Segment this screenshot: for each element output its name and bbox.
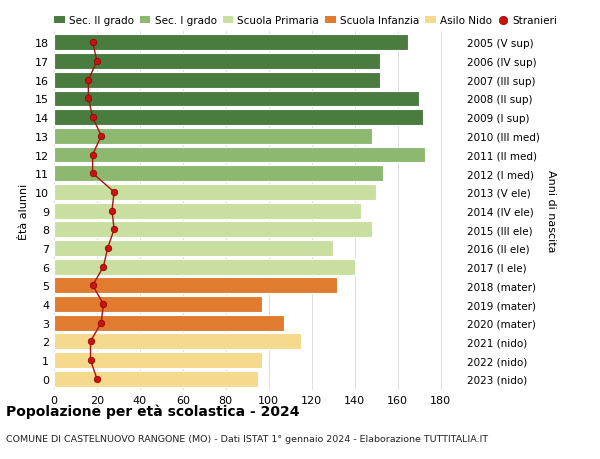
Bar (54, 166, 383, 182)
Point (97, 319, 106, 327)
Bar (54, 203, 361, 219)
Text: Popolazione per età scolastica - 2024: Popolazione per età scolastica - 2024 (6, 404, 299, 419)
Point (86, 338, 95, 345)
Bar (54, 315, 284, 331)
Point (92, 375, 102, 383)
Y-axis label: Anni di nascita: Anni di nascita (547, 170, 556, 252)
Point (97, 133, 106, 140)
Bar (54, 185, 376, 201)
Point (98, 301, 108, 308)
Bar (54, 91, 419, 107)
Bar (54, 241, 333, 257)
Text: COMUNE DI CASTELNUOVO RANGONE (MO) - Dati ISTAT 1° gennaio 2024 - Elaborazione T: COMUNE DI CASTELNUOVO RANGONE (MO) - Dat… (6, 434, 488, 443)
Bar (54, 110, 424, 126)
Point (83, 77, 93, 84)
Bar (54, 259, 355, 275)
Point (88, 39, 97, 47)
Bar (54, 334, 301, 350)
Point (86, 357, 95, 364)
Point (88, 282, 97, 289)
Bar (54, 222, 372, 238)
Point (98, 263, 108, 271)
Point (109, 226, 119, 234)
Legend: Sec. II grado, Sec. I grado, Scuola Primaria, Scuola Infanzia, Asilo Nido, Stran: Sec. II grado, Sec. I grado, Scuola Prim… (50, 12, 562, 30)
Bar (54, 278, 337, 294)
Bar (54, 353, 262, 368)
Bar (54, 371, 258, 387)
Point (109, 189, 119, 196)
Bar (54, 35, 409, 51)
Point (107, 207, 117, 215)
Y-axis label: Ètà alunni: Ètà alunni (19, 183, 29, 239)
Point (92, 58, 102, 66)
Point (83, 95, 93, 103)
Bar (54, 129, 372, 145)
Bar (54, 73, 380, 89)
Point (88, 170, 97, 178)
Point (88, 114, 97, 122)
Bar (54, 147, 425, 163)
Bar (54, 297, 262, 312)
Point (103, 245, 112, 252)
Bar (54, 54, 380, 70)
Point (88, 151, 97, 159)
